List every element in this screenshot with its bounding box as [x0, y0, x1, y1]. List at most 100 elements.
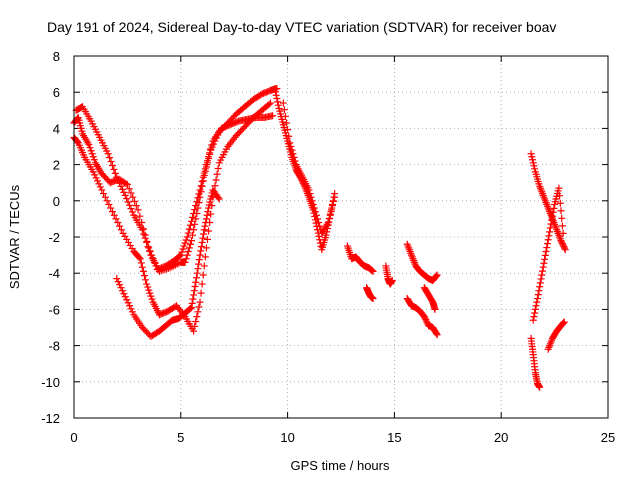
y-tick-label: -2 — [48, 230, 60, 245]
data-point-plus-marker — [191, 220, 199, 228]
series-track-n — [529, 184, 567, 324]
data-point-plus-marker — [212, 134, 220, 142]
x-tick-label: 15 — [387, 430, 401, 445]
data-point-plus-marker — [331, 193, 339, 201]
data-point-plus-marker — [194, 204, 202, 212]
data-point-plus-marker — [530, 313, 538, 321]
data-point-plus-marker — [211, 137, 219, 145]
data-point-plus-marker — [88, 150, 96, 158]
y-tick-label: 4 — [53, 121, 60, 136]
data-point-plus-marker — [545, 232, 553, 240]
data-point-plus-marker — [214, 193, 222, 201]
data-point-plus-marker — [116, 222, 124, 230]
data-point-plus-marker — [196, 251, 204, 259]
data-point-plus-marker — [537, 275, 545, 283]
data-point-plus-marker — [204, 159, 211, 167]
data-point-plus-marker — [284, 126, 292, 134]
data-point-plus-marker — [556, 199, 564, 207]
data-point-plus-marker — [307, 193, 315, 201]
data-point-plus-marker — [558, 214, 566, 222]
data-point-plus-marker — [125, 185, 133, 193]
data-point-plus-marker — [189, 231, 197, 239]
data-point-plus-marker — [143, 280, 151, 288]
data-point-plus-marker — [121, 191, 129, 199]
data-point-plus-marker — [206, 150, 214, 158]
data-point-plus-marker — [556, 192, 564, 200]
series-track-o — [527, 334, 544, 391]
data-point-plus-marker — [306, 190, 314, 198]
data-point-plus-marker — [136, 255, 144, 263]
data-point-plus-marker — [546, 228, 554, 236]
data-point-plus-marker — [205, 227, 213, 235]
data-point-plus-marker — [271, 85, 279, 93]
data-point-plus-marker — [146, 289, 154, 297]
data-point-plus-marker — [91, 171, 99, 179]
data-point-plus-marker — [557, 207, 565, 215]
data-point-plus-marker — [112, 215, 120, 223]
data-point-plus-marker — [421, 314, 429, 322]
data-point-plus-marker — [539, 263, 547, 271]
data-point-plus-marker — [314, 215, 322, 223]
data-point-plus-marker — [271, 88, 279, 96]
data-point-plus-marker — [114, 176, 122, 184]
data-point-plus-marker — [202, 244, 210, 252]
data-point-plus-marker — [534, 291, 542, 299]
x-tick-label: 10 — [280, 430, 294, 445]
data-point-plus-marker — [110, 165, 118, 173]
data-point-plus-marker — [180, 242, 188, 250]
data-point-plus-marker — [192, 317, 200, 325]
data-point-plus-marker — [543, 240, 551, 248]
data-point-plus-marker — [92, 174, 100, 182]
data-point-plus-marker — [205, 204, 213, 212]
grid-layer — [74, 56, 608, 418]
data-point-plus-marker — [108, 208, 116, 216]
data-point-plus-marker — [558, 240, 566, 248]
data-point-plus-marker — [548, 212, 556, 220]
data-point-plus-marker — [146, 247, 154, 255]
data-point-plus-marker — [324, 219, 332, 227]
data-point-plus-marker — [127, 205, 135, 213]
data-point-plus-marker — [201, 253, 209, 261]
data-point-plus-marker — [95, 180, 103, 188]
data-point-plus-marker — [181, 258, 189, 266]
data-point-plus-marker — [536, 283, 544, 291]
data-point-plus-marker — [122, 180, 130, 188]
data-point-plus-marker — [120, 290, 128, 298]
series-track-j — [403, 240, 441, 284]
x-tick-label: 25 — [601, 430, 615, 445]
data-point-plus-marker — [116, 281, 124, 289]
data-point-plus-marker — [192, 215, 200, 223]
data-point-plus-marker — [93, 177, 101, 185]
data-point-plus-marker — [202, 219, 210, 227]
data-point-plus-marker — [191, 322, 199, 330]
data-point-plus-marker — [185, 225, 193, 233]
data-point-plus-marker — [111, 169, 119, 177]
data-point-plus-marker — [138, 226, 146, 234]
data-point-plus-marker — [548, 216, 556, 224]
data-point-plus-marker — [558, 222, 566, 230]
data-point-plus-marker — [560, 243, 568, 251]
data-point-plus-marker — [135, 254, 143, 262]
data-point-plus-marker — [199, 271, 207, 279]
data-point-plus-marker — [549, 208, 557, 216]
data-point-plus-marker — [147, 292, 155, 300]
data-point-plus-marker — [139, 267, 147, 275]
data-point-plus-marker — [176, 252, 184, 260]
data-point-plus-marker — [197, 243, 205, 251]
data-point-plus-marker — [213, 170, 221, 178]
data-point-plus-marker — [534, 295, 542, 303]
data-point-plus-marker — [527, 150, 535, 158]
data-point-plus-marker — [183, 233, 191, 241]
data-point-plus-marker — [201, 222, 209, 230]
data-point-plus-marker — [291, 157, 299, 165]
data-point-plus-marker — [98, 186, 106, 194]
data-point-plus-marker — [315, 219, 323, 227]
data-point-plus-marker — [89, 153, 97, 161]
x-tick-label: 5 — [177, 430, 184, 445]
data-point-plus-marker — [121, 293, 129, 301]
data-point-plus-marker — [100, 190, 108, 198]
data-point-plus-marker — [198, 280, 206, 288]
y-tick-label: -6 — [48, 302, 60, 317]
data-point-plus-marker — [308, 197, 316, 205]
